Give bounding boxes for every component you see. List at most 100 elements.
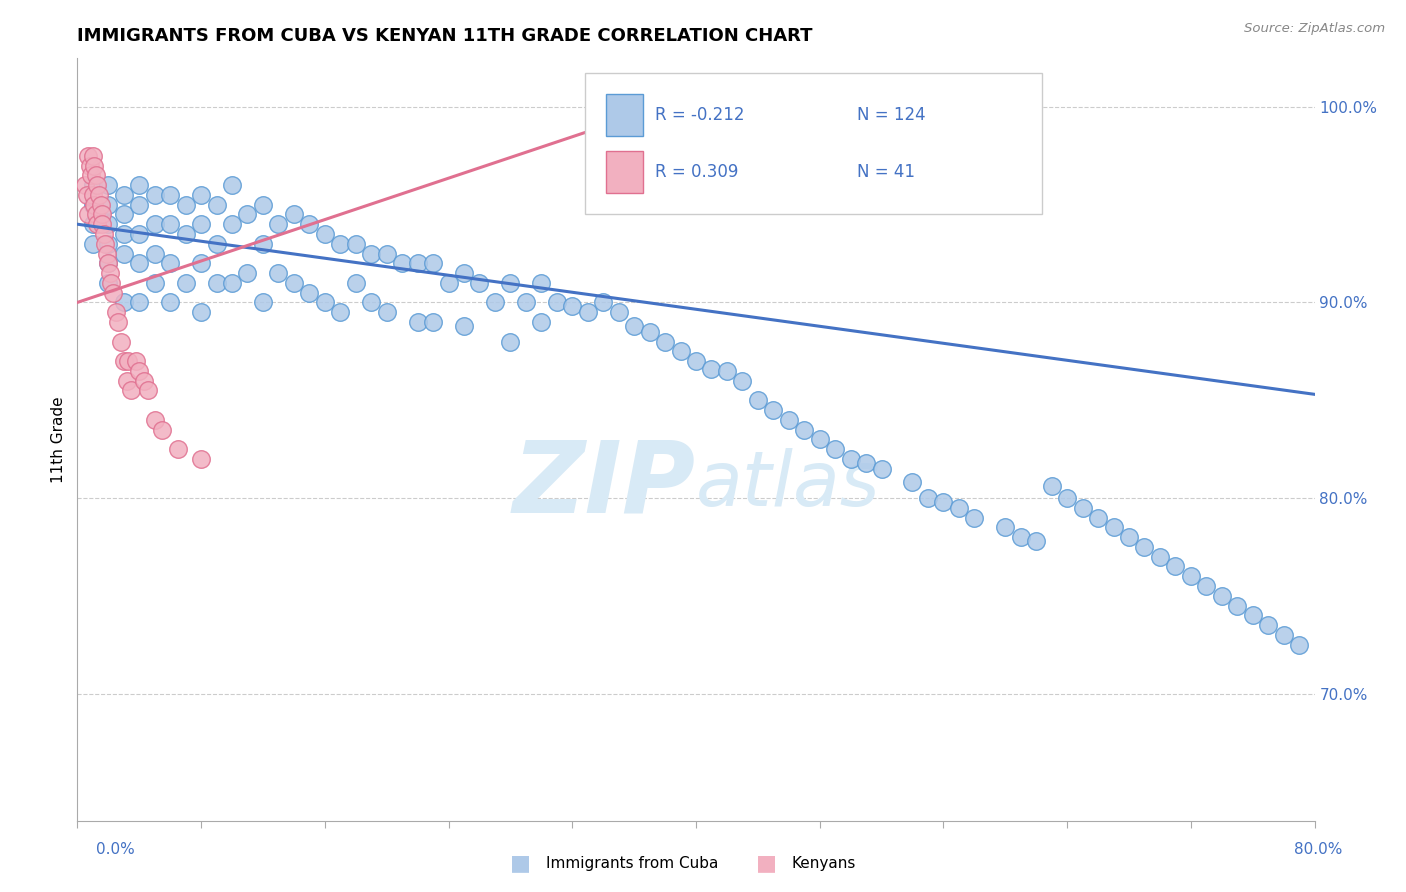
Point	[747, 393, 769, 408]
Point	[1211, 589, 1233, 603]
Point	[97, 178, 120, 192]
Point	[1272, 628, 1295, 642]
Point	[96, 246, 118, 260]
Point	[1056, 491, 1078, 505]
Text: IMMIGRANTS FROM CUBA VS KENYAN 11TH GRADE CORRELATION CHART: IMMIGRANTS FROM CUBA VS KENYAN 11TH GRAD…	[77, 28, 813, 45]
Point	[406, 315, 429, 329]
Point	[839, 451, 862, 466]
Point	[84, 207, 107, 221]
Point	[669, 344, 692, 359]
Point	[1025, 533, 1047, 548]
Point	[76, 187, 98, 202]
Point	[112, 207, 135, 221]
Text: R = 0.309: R = 0.309	[655, 163, 738, 181]
Point	[159, 217, 181, 231]
Point	[1226, 599, 1249, 613]
Point	[499, 276, 522, 290]
Point	[314, 227, 336, 241]
FancyBboxPatch shape	[585, 73, 1042, 214]
Point	[121, 384, 143, 398]
Point	[855, 456, 877, 470]
Point	[128, 227, 150, 241]
Bar	[606, 95, 643, 136]
Point	[97, 256, 120, 270]
Point	[97, 217, 120, 231]
Text: R = -0.212: R = -0.212	[655, 106, 745, 124]
Point	[592, 295, 614, 310]
Text: ■: ■	[510, 854, 530, 873]
Point	[344, 236, 367, 251]
Point	[298, 285, 321, 300]
Point	[1288, 638, 1310, 652]
Point	[963, 510, 986, 524]
Point	[329, 236, 352, 251]
Point	[128, 197, 150, 211]
Point	[205, 236, 228, 251]
Point	[236, 207, 259, 221]
Point	[190, 305, 212, 319]
Text: N = 124: N = 124	[856, 106, 925, 124]
Point	[97, 276, 120, 290]
Point	[252, 295, 274, 310]
Point	[267, 266, 290, 280]
Point	[110, 334, 132, 349]
Point	[778, 413, 800, 427]
Point	[174, 276, 197, 290]
Point	[1195, 579, 1218, 593]
Point	[1149, 549, 1171, 564]
Point	[344, 276, 367, 290]
Point	[159, 256, 181, 270]
Point	[221, 217, 243, 231]
Text: Immigrants from Cuba: Immigrants from Cuba	[546, 856, 718, 871]
Point	[84, 169, 107, 183]
Point	[607, 305, 630, 319]
Point	[97, 256, 120, 270]
Point	[793, 423, 815, 437]
Point	[638, 325, 661, 339]
Point	[143, 246, 166, 260]
Point	[468, 276, 491, 290]
Point	[515, 295, 537, 310]
Point	[143, 413, 166, 427]
Point	[1164, 559, 1187, 574]
Point	[484, 295, 506, 310]
Bar	[606, 152, 643, 194]
Point	[685, 354, 707, 368]
Point	[1133, 540, 1156, 554]
Point	[97, 236, 120, 251]
Point	[117, 354, 139, 368]
Point	[870, 461, 893, 475]
Point	[948, 500, 970, 515]
Point	[1087, 510, 1109, 524]
Point	[1118, 530, 1140, 544]
Point	[917, 491, 939, 505]
Point	[132, 374, 155, 388]
Point	[375, 305, 398, 319]
Point	[93, 227, 115, 241]
Point	[98, 266, 121, 280]
Point	[112, 295, 135, 310]
Point	[115, 374, 138, 388]
Point	[143, 187, 166, 202]
Point	[75, 178, 96, 192]
Text: Source: ZipAtlas.com: Source: ZipAtlas.com	[1244, 22, 1385, 36]
Point	[82, 149, 104, 163]
Point	[86, 178, 108, 192]
Point	[375, 246, 398, 260]
Point	[143, 276, 166, 290]
Text: ZIP: ZIP	[513, 436, 696, 533]
Point	[174, 197, 197, 211]
Point	[546, 295, 568, 310]
Point	[221, 276, 243, 290]
Text: ■: ■	[756, 854, 776, 873]
Point	[82, 187, 104, 202]
Point	[167, 442, 190, 456]
Point	[159, 187, 181, 202]
Point	[576, 305, 599, 319]
Point	[530, 315, 553, 329]
Point	[82, 178, 104, 192]
Point	[101, 285, 124, 300]
Point	[360, 295, 382, 310]
Point	[205, 276, 228, 290]
Point	[82, 197, 104, 211]
